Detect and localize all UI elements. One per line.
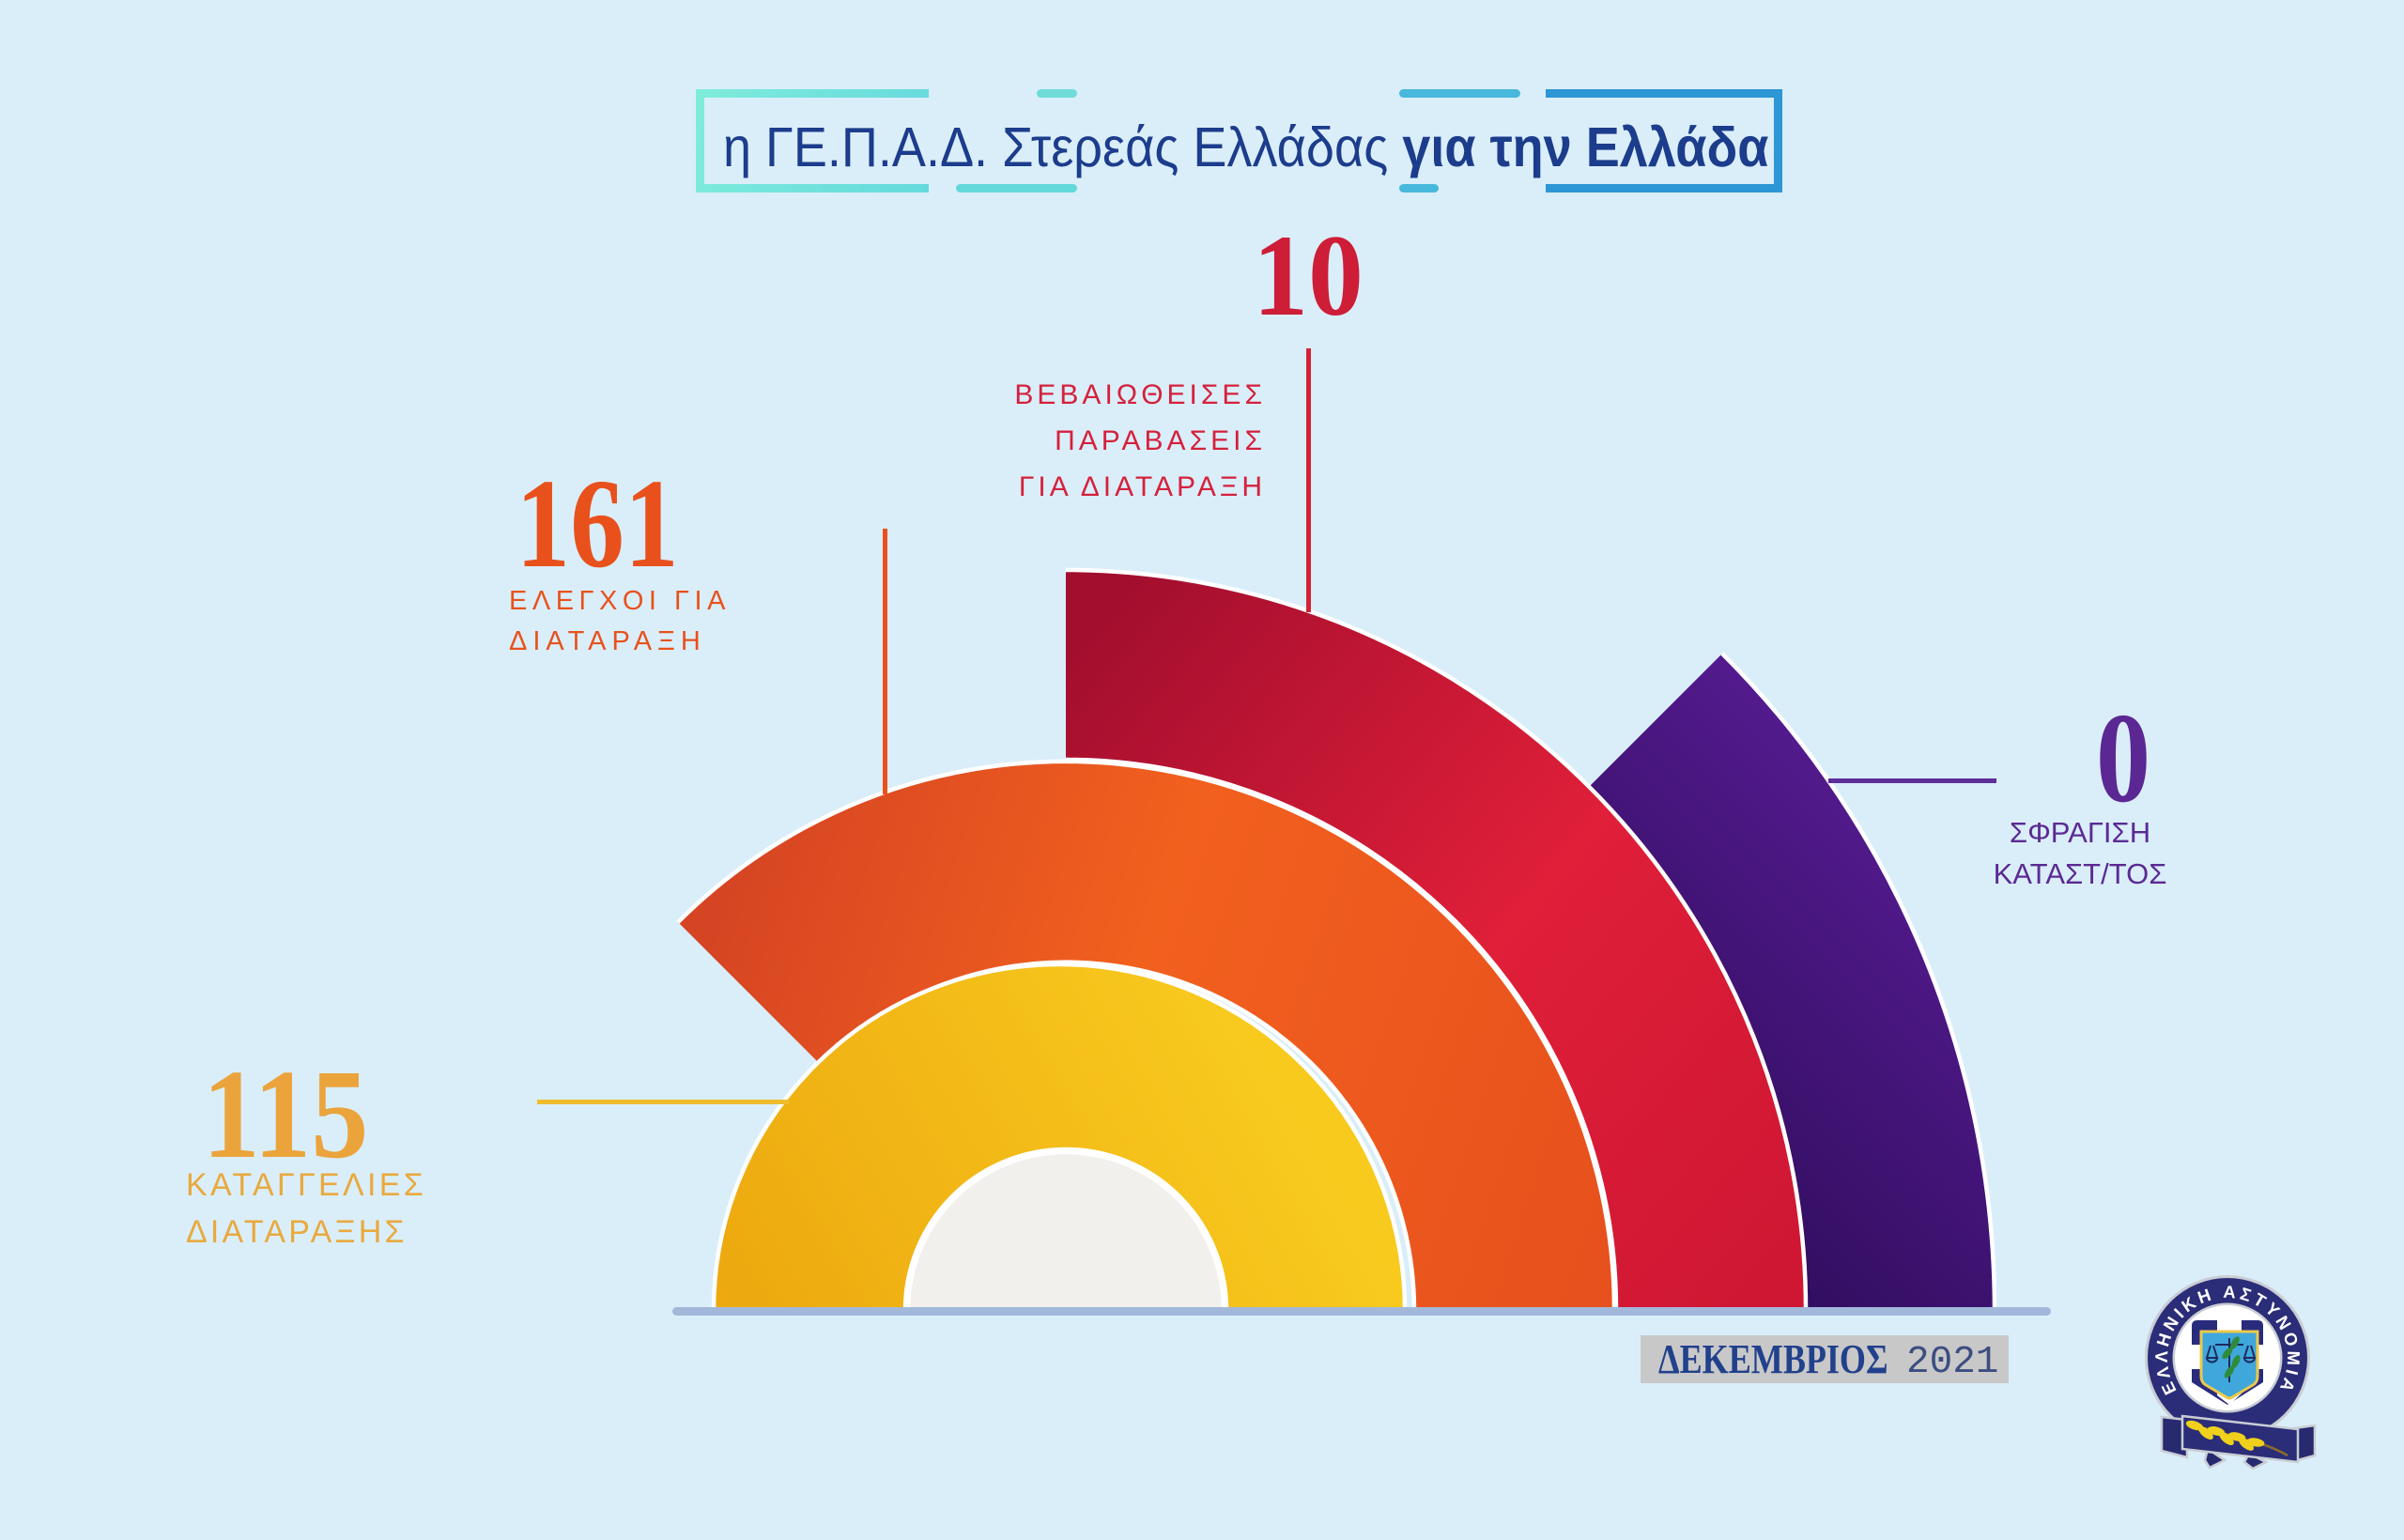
svg-text:ΚΑΤΑΣΤ/ΤΟΣ: ΚΑΤΑΣΤ/ΤΟΣ: [1994, 857, 2167, 890]
svg-text:ΓΙΑ ΔΙΑΤΑΡΑΞΗ: ΓΙΑ ΔΙΑΤΑΡΑΞΗ: [1019, 471, 1266, 502]
svg-text:10: 10: [1253, 211, 1364, 340]
svg-text:115: 115: [203, 1043, 369, 1184]
svg-text:161: 161: [516, 454, 678, 594]
svg-text:ΔΙΑΤΑΡΑΞΗΣ: ΔΙΑΤΑΡΑΞΗΣ: [186, 1214, 408, 1250]
svg-text:ΕΛΕΓΧΟΙ ΓΙΑ: ΕΛΕΓΧΟΙ ΓΙΑ: [509, 586, 731, 616]
svg-text:ΠΑΡΑΒΑΣΕΙΣ: ΠΑΡΑΒΑΣΕΙΣ: [1055, 425, 1266, 456]
svg-text:ΔΙΑΤΑΡΑΞΗ: ΔΙΑΤΑΡΑΞΗ: [509, 626, 706, 656]
svg-text:ΔΕΚΕΜΒΡΙΟΣ: ΔΕΚΕΜΒΡΙΟΣ: [1658, 1336, 1888, 1382]
svg-text:0: 0: [2096, 686, 2150, 829]
svg-text:η ΓΕ.Π.Α.Δ. Στερεάς Ελλάδας γι: η ΓΕ.Π.Α.Δ. Στερεάς Ελλάδας για την Ελλά…: [723, 116, 1769, 178]
svg-text:2021: 2021: [1906, 1341, 1998, 1384]
svg-text:ΚΑΤΑΓΓΕΛΙΕΣ: ΚΑΤΑΓΓΕΛΙΕΣ: [186, 1167, 426, 1203]
svg-text:ΒΕΒΑΙΩΘΕΙΣΕΣ: ΒΕΒΑΙΩΘΕΙΣΕΣ: [1014, 379, 1266, 410]
svg-text:ΣΦΡΑΓΙΣΗ: ΣΦΡΑΓΙΣΗ: [2010, 816, 2150, 849]
